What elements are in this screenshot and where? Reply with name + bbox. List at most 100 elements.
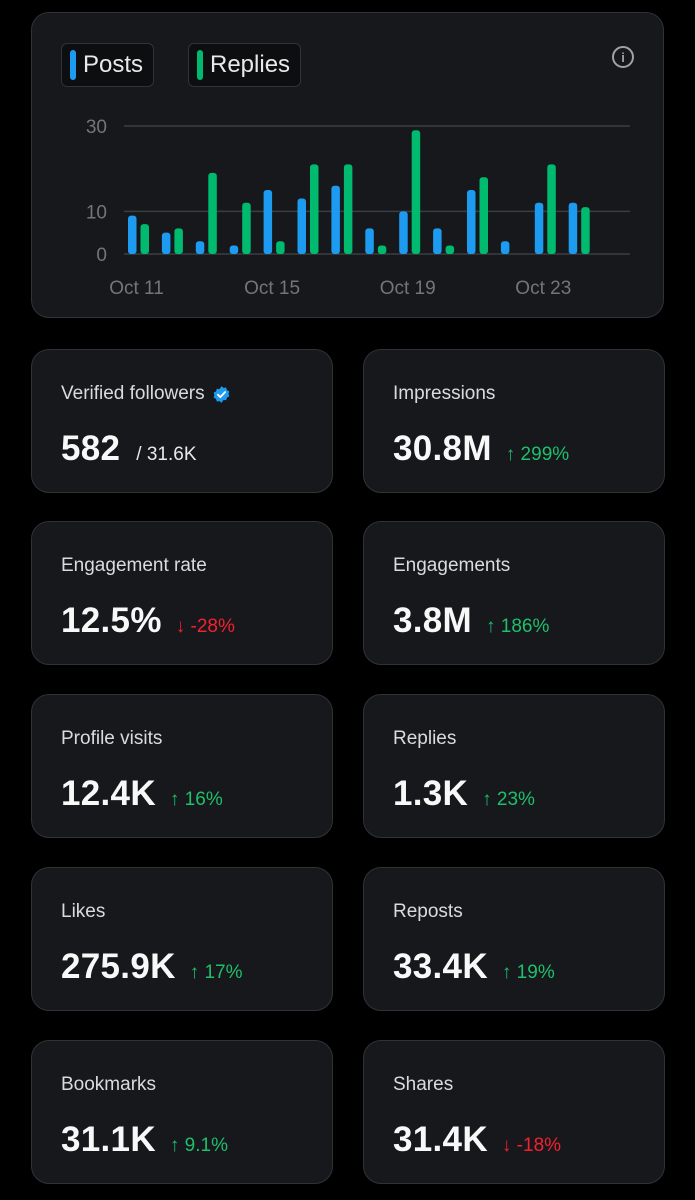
- stat-label-text: Impressions: [393, 383, 496, 404]
- posts-bar[interactable]: [568, 202, 578, 254]
- stat-value: 31.1K: [61, 1120, 156, 1159]
- stat-change: ↑ 17%: [189, 962, 243, 983]
- stat-label: Engagements: [393, 555, 510, 577]
- y-tick-label: 0: [96, 245, 107, 266]
- stat-card[interactable]: Impressions 30.8M ↑ 299%: [363, 349, 665, 493]
- replies-bar[interactable]: [377, 245, 387, 254]
- stat-value: 582: [61, 429, 121, 468]
- stat-label: Profile visits: [61, 728, 162, 750]
- replies-bar[interactable]: [208, 172, 217, 254]
- stat-value-row: 31.4K ↓ -18%: [393, 1120, 561, 1160]
- replies-bar[interactable]: [242, 202, 251, 254]
- replies-bar[interactable]: [174, 228, 183, 254]
- stat-card[interactable]: Engagements 3.8M ↑ 186%: [363, 521, 665, 665]
- stat-label-text: Likes: [61, 901, 106, 922]
- legend-posts-toggle[interactable]: Posts: [61, 43, 155, 87]
- stat-value-row: 33.4K ↑ 19%: [393, 947, 555, 987]
- legend-posts-label: Posts: [83, 51, 144, 78]
- stat-value-row: 582 / 31.6K: [61, 429, 197, 469]
- stat-total: / 31.6K: [136, 444, 197, 465]
- stat-card[interactable]: Shares 31.4K ↓ -18%: [363, 1040, 665, 1184]
- stat-card[interactable]: Replies 1.3K ↑ 23%: [363, 694, 665, 838]
- replies-bar[interactable]: [547, 164, 556, 254]
- stat-label-text: Engagements: [393, 555, 511, 576]
- stat-label-text: Bookmarks: [61, 1074, 157, 1095]
- stat-card[interactable]: Verified followers 582 / 31.6K: [31, 349, 333, 493]
- stat-value: 31.4K: [393, 1120, 488, 1159]
- posts-bar[interactable]: [297, 198, 307, 254]
- posts-bar[interactable]: [365, 228, 374, 254]
- stat-label: Likes: [61, 901, 105, 923]
- stat-value-row: 30.8M ↑ 299%: [393, 429, 569, 469]
- posts-bar[interactable]: [229, 245, 239, 254]
- stat-card[interactable]: Engagement rate 12.5% ↓ -28%: [31, 521, 333, 665]
- stat-label: Impressions: [393, 383, 495, 405]
- stat-label-text: Shares: [393, 1074, 454, 1095]
- stat-value: 33.4K: [393, 947, 488, 986]
- replies-bar[interactable]: [479, 177, 489, 254]
- x-tick-label: Oct 23: [515, 278, 571, 299]
- replies-bar[interactable]: [581, 207, 590, 254]
- posts-bar[interactable]: [534, 202, 544, 254]
- activity-bar-chart: 0 10 30 Oct 11 Oct 15 Oct 19 Oct 23: [86, 117, 630, 299]
- posts-color-swatch: [70, 50, 76, 80]
- info-circle-icon[interactable]: i: [612, 46, 634, 68]
- stat-change: ↑ 19%: [501, 962, 555, 983]
- stat-change: ↑ 16%: [169, 789, 223, 810]
- posts-bar[interactable]: [161, 232, 171, 254]
- stat-label: Reposts: [393, 901, 463, 923]
- stat-change: ↑ 299%: [505, 444, 570, 465]
- posts-bar[interactable]: [399, 211, 408, 254]
- stat-label-text: Reposts: [393, 901, 463, 922]
- stat-label-text: Replies: [393, 728, 457, 749]
- stat-label: Shares: [393, 1074, 453, 1096]
- stat-card[interactable]: Profile visits 12.4K ↑ 16%: [31, 694, 333, 838]
- stat-value: 3.8M: [393, 601, 473, 640]
- replies-bar[interactable]: [343, 164, 353, 254]
- stat-card[interactable]: Bookmarks 31.1K ↑ 9.1%: [31, 1040, 333, 1184]
- replies-bar[interactable]: [310, 164, 319, 254]
- x-tick-label: Oct 11: [109, 278, 164, 299]
- posts-bar[interactable]: [433, 228, 442, 254]
- x-tick-label: Oct 15: [244, 278, 300, 299]
- stat-label: Replies: [393, 728, 456, 750]
- stat-label-text: Engagement rate: [61, 555, 207, 576]
- y-tick-label: 10: [86, 202, 107, 223]
- stat-value: 30.8M: [393, 429, 492, 468]
- stat-label-text: Verified followers: [61, 383, 205, 404]
- y-tick-label: 30: [86, 117, 107, 138]
- stat-change: ↑ 186%: [486, 616, 550, 637]
- stat-change: ↑ 23%: [482, 789, 535, 810]
- replies-color-swatch: [197, 50, 203, 80]
- stat-value-row: 275.9K ↑ 17%: [61, 947, 242, 987]
- posts-bar[interactable]: [500, 241, 510, 254]
- replies-bar[interactable]: [276, 241, 285, 254]
- replies-bar[interactable]: [140, 224, 150, 254]
- activity-chart-card: 0 10 30 Oct 11 Oct 15 Oct 19 Oct 23 Posts Repl…: [31, 12, 664, 318]
- posts-bar[interactable]: [195, 241, 205, 254]
- stat-value: 275.9K: [61, 947, 176, 986]
- verified-badge-icon: [213, 385, 229, 403]
- stat-value-row: 3.8M ↑ 186%: [393, 601, 549, 641]
- stat-value: 12.4K: [61, 774, 156, 813]
- stat-label: Engagement rate: [61, 555, 207, 577]
- stat-label-text: Profile visits: [61, 728, 163, 749]
- stat-change: ↓ -18%: [501, 1135, 562, 1156]
- stat-card[interactable]: Reposts 33.4K ↑ 19%: [363, 867, 665, 1011]
- stat-label: Verified followers: [61, 383, 231, 405]
- posts-bar[interactable]: [263, 190, 273, 254]
- stat-label: Bookmarks: [61, 1074, 156, 1096]
- legend-replies-toggle[interactable]: Replies: [188, 43, 302, 87]
- posts-bar[interactable]: [128, 215, 137, 254]
- stat-value-row: 1.3K ↑ 23%: [393, 774, 535, 814]
- stat-value: 1.3K: [393, 774, 469, 813]
- posts-bar[interactable]: [467, 190, 476, 254]
- stat-value-row: 31.1K ↑ 9.1%: [61, 1120, 228, 1160]
- replies-bar[interactable]: [411, 130, 421, 254]
- x-tick-label: Oct 19: [380, 278, 436, 299]
- stat-card[interactable]: Likes 275.9K ↑ 17%: [31, 867, 333, 1011]
- posts-bar[interactable]: [331, 185, 340, 254]
- replies-bar[interactable]: [445, 245, 455, 254]
- stat-value: 12.5%: [61, 601, 162, 640]
- legend-replies-label: Replies: [210, 51, 291, 78]
